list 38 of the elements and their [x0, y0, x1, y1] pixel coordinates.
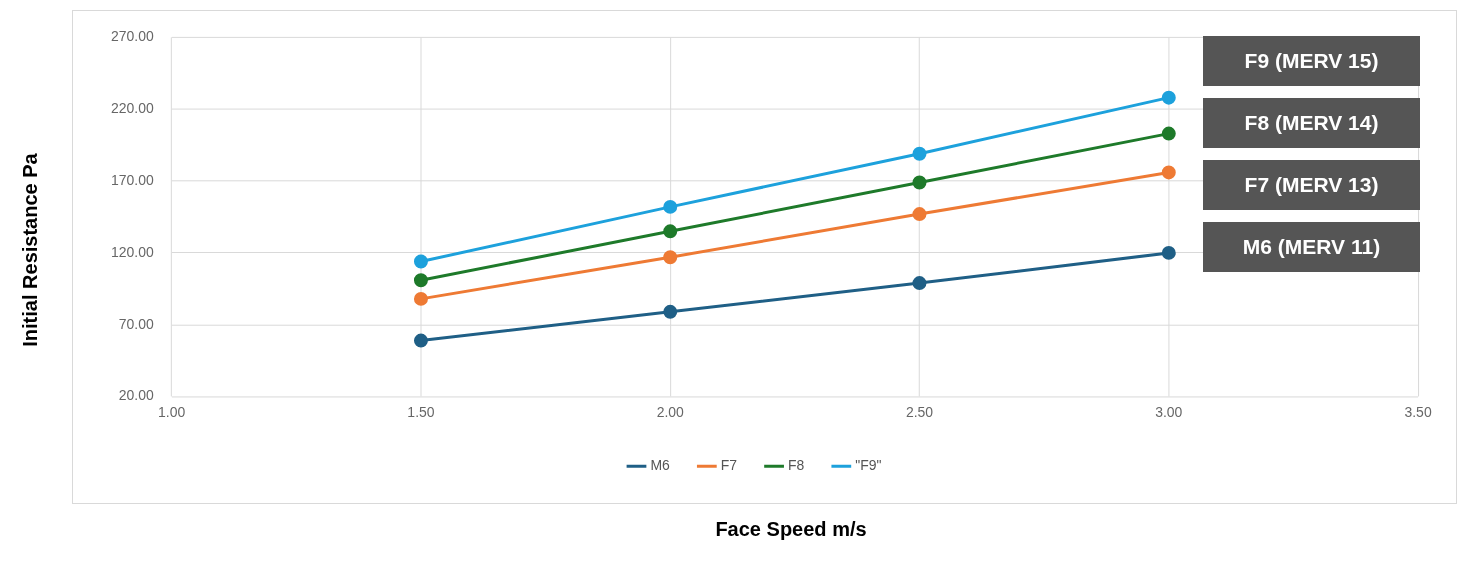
x-tick-label: 2.00 [656, 403, 685, 420]
x-tick-label: 1.50 [407, 403, 435, 420]
label-tag: F7 (MERV 13) [1203, 160, 1420, 210]
x-tick-label: 3.00 [1155, 403, 1183, 420]
legend-label: "F9" [855, 457, 882, 473]
y-tick-label: 270.00 [110, 28, 154, 45]
point [912, 207, 927, 222]
legend-label: F8 [788, 457, 805, 473]
point [663, 199, 678, 214]
label-tag: F9 (MERV 15) [1203, 36, 1420, 86]
x-axis-title: Face Speed m/s [714, 518, 868, 541]
point [912, 276, 927, 291]
point [912, 175, 927, 190]
legend-label: M6 [650, 457, 671, 473]
label-tag: F8 (MERV 14) [1203, 98, 1420, 148]
y-tick-label: 20.00 [118, 387, 154, 404]
point [413, 254, 428, 269]
y-tick-label: 70.00 [118, 315, 154, 332]
point [663, 250, 678, 265]
x-tick-label: 2.50 [905, 403, 934, 420]
point [1161, 165, 1176, 180]
x-tick-label: 3.50 [1404, 403, 1432, 420]
y-axis-title: Initial Resistance Pa [18, 153, 42, 347]
point [1161, 90, 1176, 105]
point [413, 291, 428, 306]
point [413, 333, 428, 348]
point [1161, 245, 1176, 260]
point [663, 304, 678, 319]
y-tick-label: 170.00 [110, 171, 154, 188]
point [663, 224, 678, 239]
y-tick-label: 120.00 [110, 243, 154, 260]
point [413, 273, 428, 288]
x-tick-label: 1.00 [158, 403, 186, 420]
label-tag: M6 (MERV 11) [1203, 222, 1420, 272]
legend-label: F7 [720, 457, 738, 473]
point [1161, 126, 1176, 141]
y-tick-label: 220.00 [110, 100, 154, 116]
point [912, 146, 927, 161]
